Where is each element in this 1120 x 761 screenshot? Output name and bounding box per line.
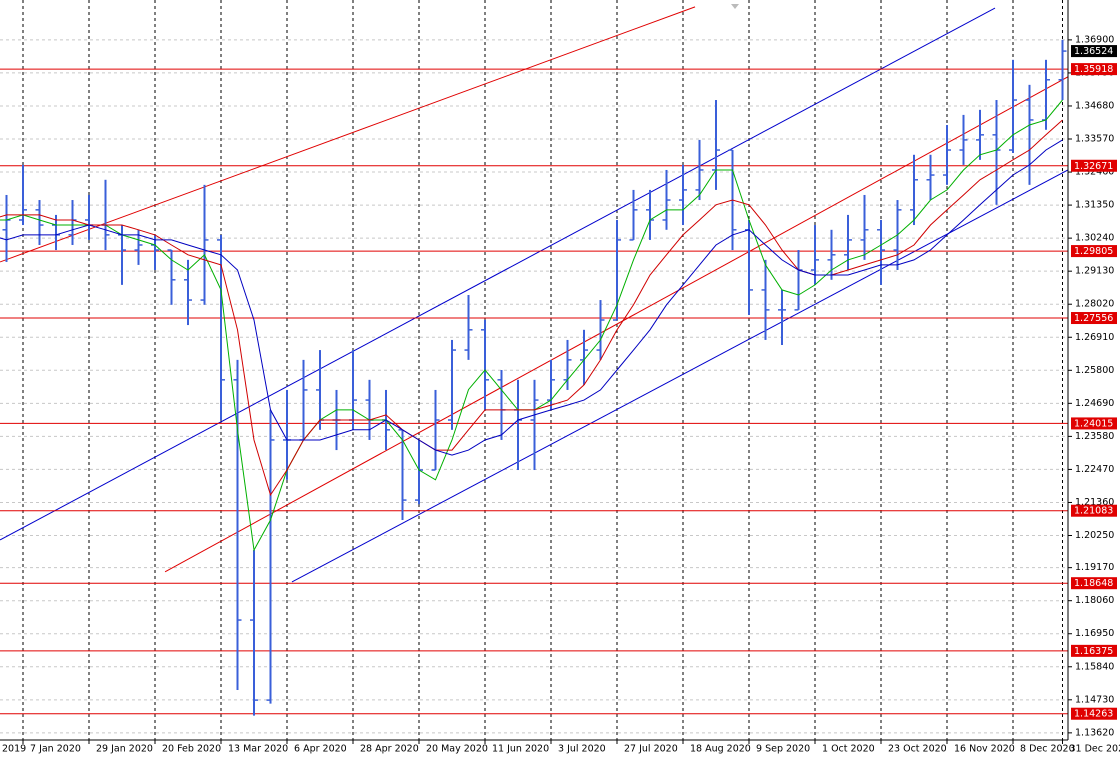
y-tick-label: 1.20250	[1075, 530, 1114, 541]
x-tick-label: 13 Mar 2020	[228, 744, 288, 755]
y-tick-label: 1.30240	[1075, 233, 1114, 244]
level-label: 1.32671	[1074, 161, 1113, 172]
y-tick-label: 1.33570	[1075, 134, 1114, 145]
level-label: 1.35918	[1074, 64, 1113, 75]
level-label: 1.16375	[1074, 646, 1113, 657]
x-tick-label: 16 Nov 2020	[954, 744, 1015, 755]
y-tick-label: 1.31350	[1075, 200, 1114, 211]
x-tick-label: 20 May 2020	[426, 744, 488, 755]
level-label: 1.29805	[1074, 246, 1113, 257]
level-label: 1.24015	[1074, 418, 1113, 429]
x-tick-label: 9 Sep 2020	[756, 744, 810, 755]
x-tick-label: 1 Oct 2020	[822, 744, 875, 755]
y-tick-label: 1.28020	[1075, 299, 1114, 310]
y-tick-label: 1.19170	[1075, 562, 1114, 573]
level-label: 1.27556	[1074, 313, 1113, 324]
x-tick-label: 28 Apr 2020	[360, 744, 419, 755]
x-tick-label: 18 Aug 2020	[690, 744, 751, 755]
y-tick-label: 1.36900	[1075, 34, 1114, 45]
level-label: 1.18648	[1074, 578, 1113, 589]
y-tick-label: 1.24690	[1075, 398, 1114, 409]
y-tick-label: 1.15840	[1075, 661, 1114, 672]
x-tick-label: 3 Jul 2020	[558, 744, 606, 755]
y-tick-label: 1.29130	[1075, 266, 1114, 277]
x-tick-label: 8 Dec 2020	[1020, 744, 1075, 755]
y-tick-label: 1.34680	[1075, 100, 1114, 111]
x-tick-label: 29 Jan 2020	[96, 744, 153, 755]
level-label: 1.14263	[1074, 709, 1113, 720]
x-tick-label: 27 Jul 2020	[624, 744, 678, 755]
x-tick-label: 23 Oct 2020	[888, 744, 947, 755]
y-tick-label: 1.22470	[1075, 464, 1114, 475]
x-tick-label: 7 Jan 2020	[30, 744, 81, 755]
current-price-label: 1.36524	[1074, 46, 1113, 57]
y-tick-label: 1.23580	[1075, 431, 1114, 442]
x-tick-label: 20 Feb 2020	[162, 744, 221, 755]
y-tick-label: 1.14730	[1075, 694, 1114, 705]
y-tick-label: 1.16950	[1075, 628, 1114, 639]
y-tick-label: 1.25800	[1075, 365, 1114, 376]
x-tick-label: 11 Jun 2020	[492, 744, 549, 755]
x-tick-label: 6 Apr 2020	[294, 744, 347, 755]
x-tick-label: 2019	[2, 744, 26, 755]
y-tick-label: 1.13620	[1075, 727, 1114, 738]
y-tick-label: 1.18060	[1075, 595, 1114, 606]
x-tick-label: 31 Dec 2020	[1070, 744, 1120, 755]
y-tick-label: 1.26910	[1075, 332, 1114, 343]
level-label: 1.21083	[1074, 506, 1113, 517]
